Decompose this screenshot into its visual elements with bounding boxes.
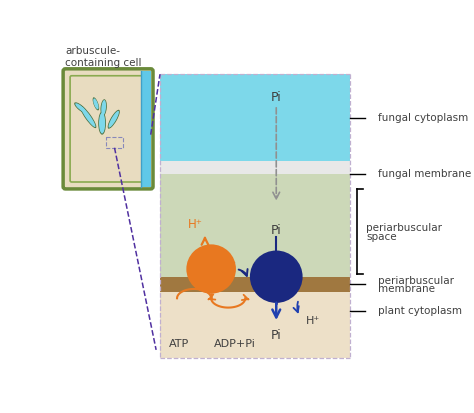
Text: ADP+Pi: ADP+Pi	[213, 339, 255, 349]
Text: space: space	[366, 232, 397, 242]
Circle shape	[250, 251, 302, 303]
Ellipse shape	[74, 102, 87, 113]
Ellipse shape	[93, 97, 99, 110]
Ellipse shape	[98, 112, 106, 135]
Ellipse shape	[80, 106, 96, 128]
Bar	[160, 277, 350, 292]
Text: fungal cytoplasm: fungal cytoplasm	[378, 113, 468, 123]
Ellipse shape	[75, 103, 86, 112]
Circle shape	[186, 244, 236, 294]
Bar	[141, 71, 151, 187]
Text: plant cytoplasm: plant cytoplasm	[378, 306, 462, 316]
Text: Pi: Pi	[271, 224, 282, 237]
Text: H⁺: H⁺	[306, 316, 320, 326]
Bar	[106, 137, 123, 148]
Text: ATP: ATP	[168, 339, 189, 349]
Ellipse shape	[100, 99, 107, 116]
Ellipse shape	[81, 107, 96, 127]
Bar	[160, 74, 350, 161]
Text: periarbuscular: periarbuscular	[378, 275, 454, 285]
Text: Pi: Pi	[271, 91, 282, 104]
Ellipse shape	[108, 110, 120, 129]
Ellipse shape	[93, 98, 99, 109]
Text: H⁺: H⁺	[222, 259, 237, 272]
Bar	[160, 161, 350, 174]
Bar	[160, 174, 350, 277]
Bar	[160, 174, 350, 187]
Text: H⁺: H⁺	[188, 218, 203, 230]
Ellipse shape	[109, 111, 119, 128]
Ellipse shape	[101, 100, 106, 115]
Bar	[160, 292, 350, 358]
Text: Pi: Pi	[271, 329, 282, 342]
Text: membrane: membrane	[378, 284, 435, 294]
Text: periarbuscular: periarbuscular	[366, 223, 442, 233]
Ellipse shape	[99, 113, 105, 133]
Text: arbuscule-
containing cell: arbuscule- containing cell	[65, 46, 142, 68]
FancyBboxPatch shape	[63, 69, 153, 189]
Text: fungal membrane: fungal membrane	[378, 169, 471, 179]
